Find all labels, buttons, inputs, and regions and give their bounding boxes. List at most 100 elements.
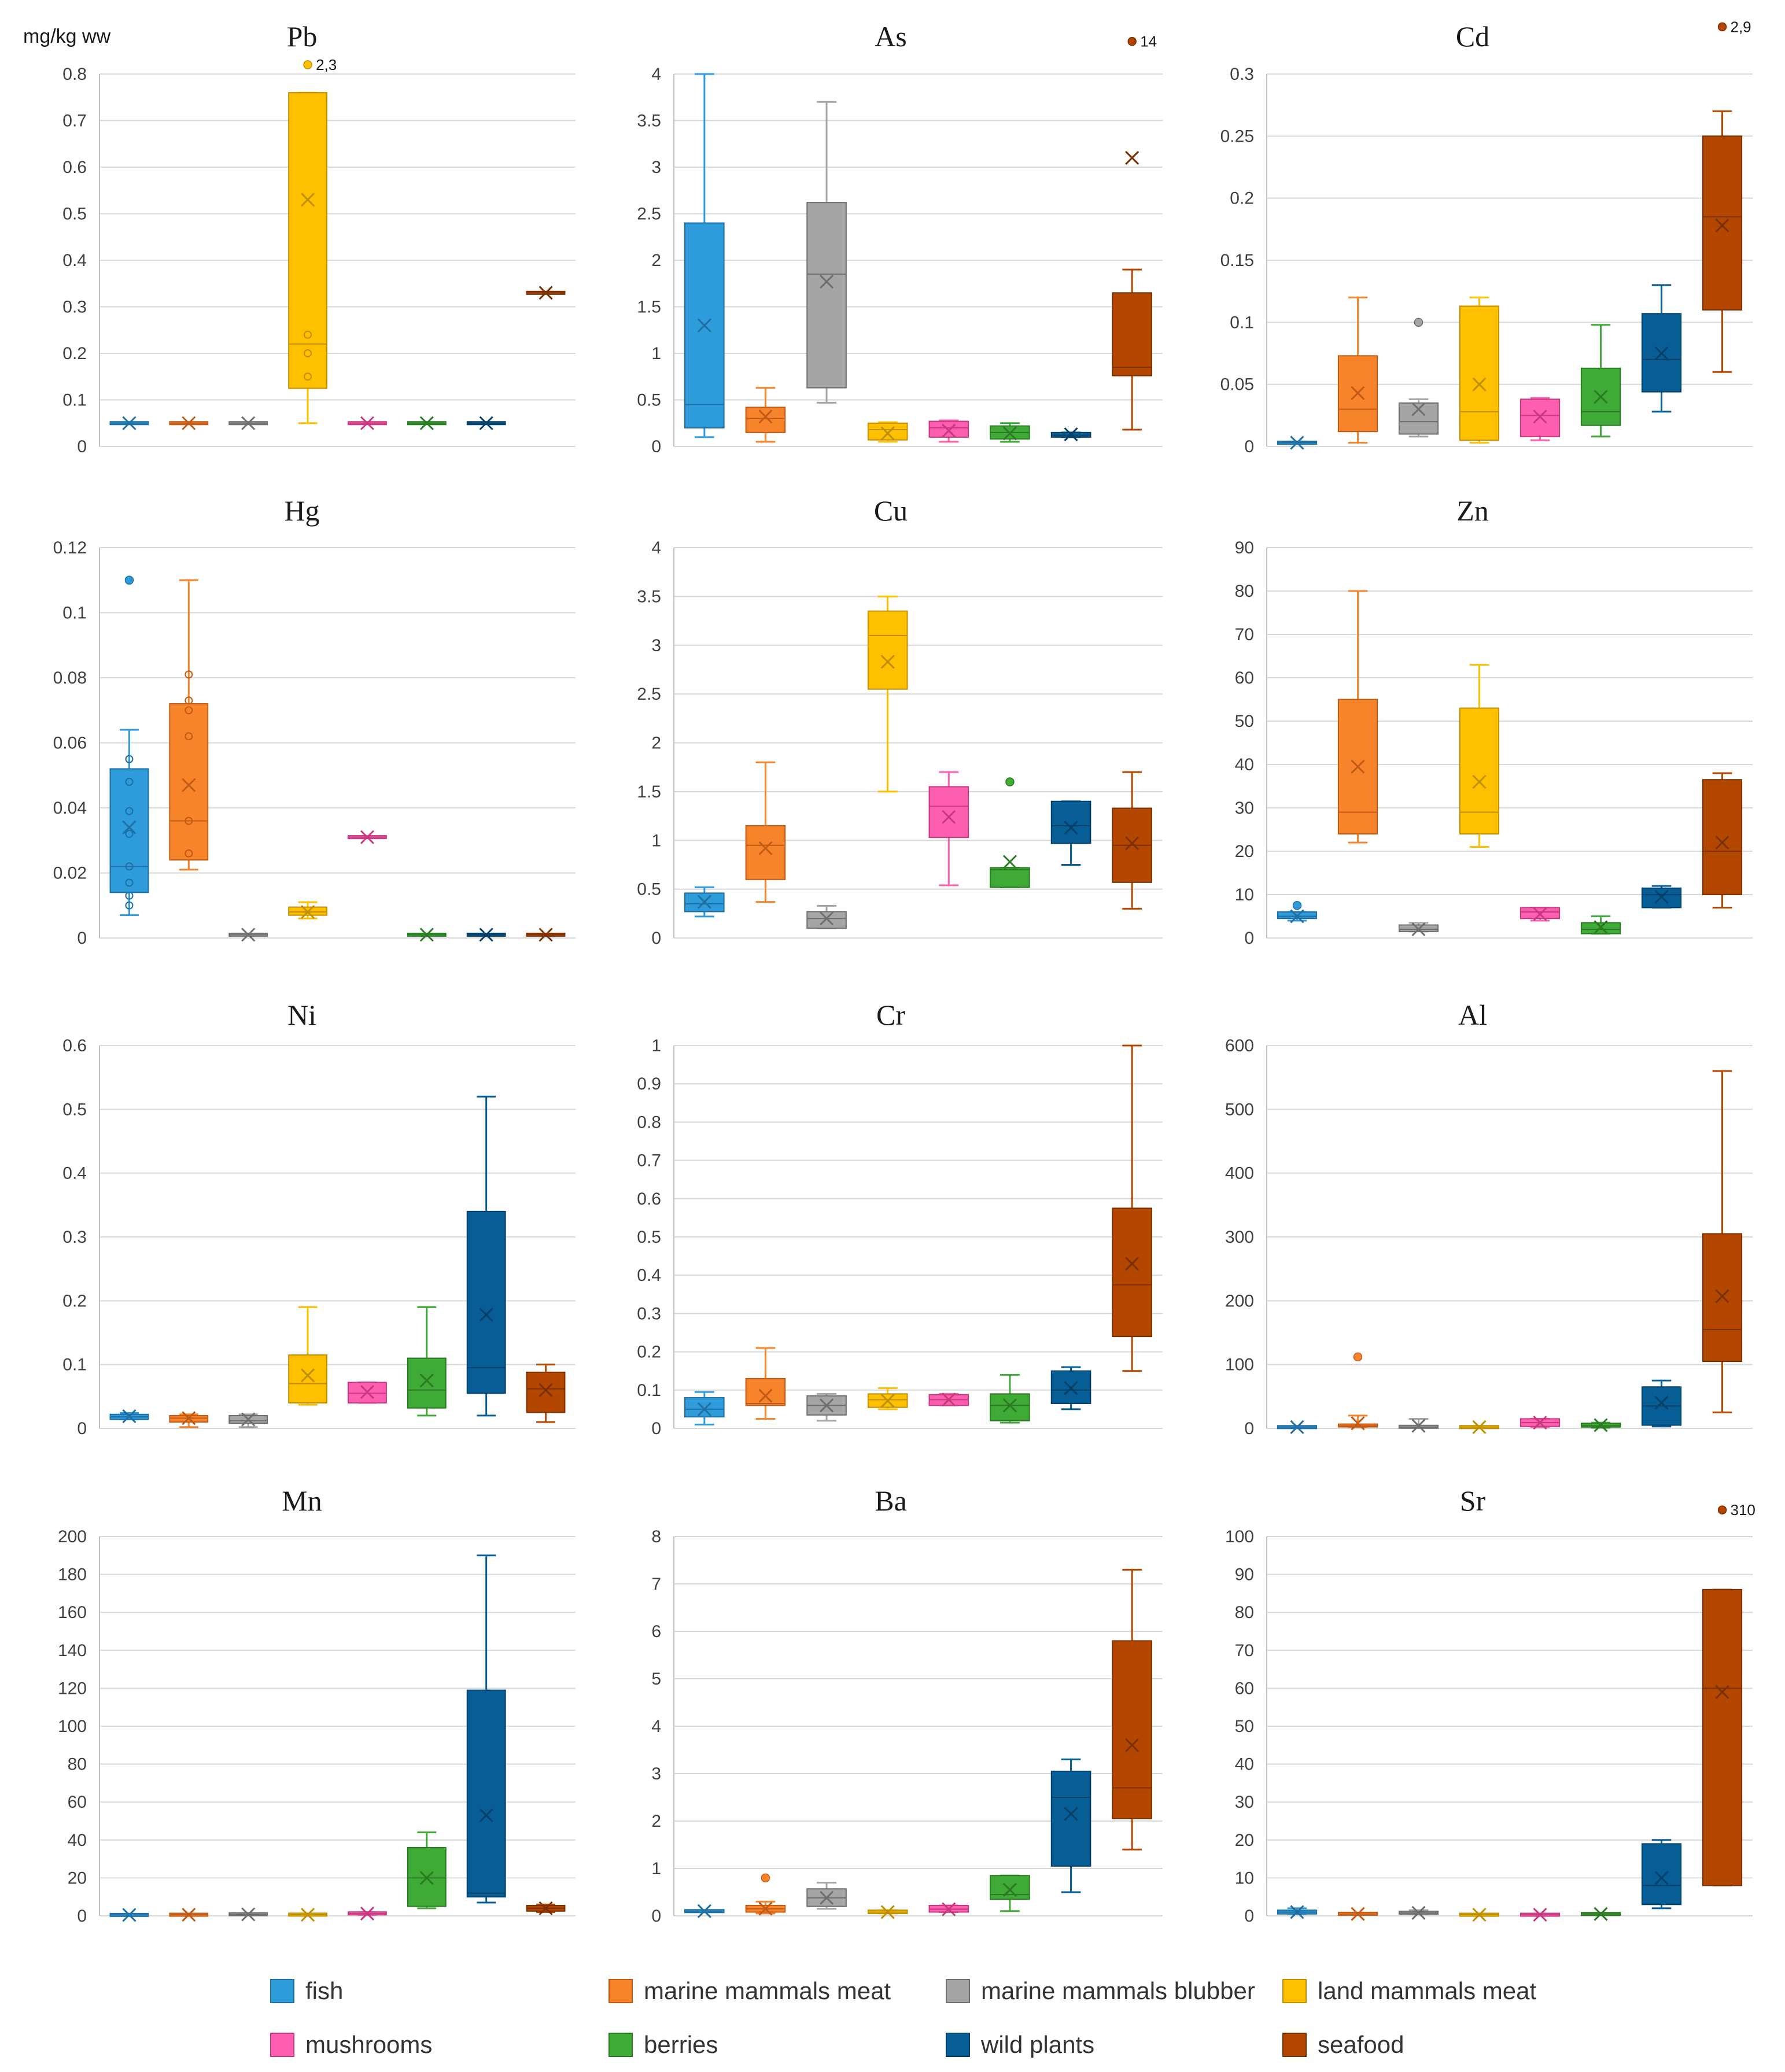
- y-tick-label: 0.12: [53, 538, 87, 557]
- y-tick-label: 80: [1235, 1603, 1254, 1622]
- y-tick-label: 0.08: [53, 668, 87, 688]
- mean-marker: [1351, 759, 1365, 774]
- mean-marker: [1290, 1905, 1304, 1919]
- chart-title: Mn: [282, 1484, 322, 1517]
- chart-as: As 0 0.5 1 1.5 2 2.5 3 3.5 4 14: [637, 20, 1163, 456]
- legend-label: seafood: [1318, 2031, 1404, 2058]
- chart-title: As: [875, 20, 907, 53]
- mean-marker: [539, 286, 553, 300]
- legend-label: mushrooms: [305, 2031, 432, 2058]
- data-point: [125, 862, 134, 871]
- chart-title: Ni: [287, 999, 316, 1031]
- data-point: [125, 778, 134, 786]
- box-mmb: [1398, 317, 1439, 438]
- outlier-point: [1353, 1352, 1363, 1362]
- data-point: [304, 330, 312, 339]
- mean-marker: [758, 409, 773, 424]
- legend-item-wild: wild plants: [946, 2031, 1094, 2058]
- chart-title: Zn: [1456, 494, 1489, 527]
- mean-marker: [182, 1907, 196, 1922]
- y-tick-label: 50: [1235, 1717, 1254, 1736]
- y-tick-label: 0: [77, 437, 87, 456]
- y-tick-label: 2: [651, 1812, 661, 1831]
- box-lmm: [288, 1907, 327, 1922]
- legend-item-berr: berries: [608, 2031, 718, 2058]
- data-point: [185, 817, 193, 825]
- y-tick-label: 160: [58, 1603, 87, 1622]
- mean-marker: [880, 655, 895, 669]
- outlier-point: [1717, 1505, 1727, 1515]
- unit-label: mg/kg ww: [23, 25, 111, 47]
- mean-marker: [241, 416, 256, 430]
- box-lmm: [288, 1306, 327, 1406]
- y-tick-label: 10: [1235, 1868, 1254, 1888]
- box-sea: 310: [1702, 1501, 1756, 1887]
- y-tick-label: 20: [68, 1868, 87, 1888]
- data-point: [125, 807, 134, 815]
- box-mush: [928, 419, 969, 443]
- y-tick-label: 0.1: [62, 391, 87, 410]
- y-tick-label: 6: [651, 1622, 661, 1641]
- mean-marker: [1002, 1882, 1017, 1897]
- box-berr: [407, 928, 447, 942]
- chart-cr: Cr 0 0.1 0.2 0.3 0.4 0.5 0.6 0.7 0.8 0.9 1: [637, 999, 1163, 1438]
- mean-marker: [942, 1393, 956, 1407]
- y-tick-label: 0.6: [637, 1190, 661, 1209]
- box-iqr: [928, 420, 969, 438]
- box-mmm: [169, 1907, 209, 1922]
- y-tick-label: 180: [58, 1565, 87, 1585]
- data-point: [125, 830, 134, 838]
- y-tick-label: 4: [651, 538, 661, 557]
- box-iqr: [1520, 398, 1561, 437]
- mean-marker: [539, 1901, 553, 1915]
- box-iqr: [990, 1393, 1030, 1421]
- mean-marker: [1411, 922, 1426, 937]
- box-fish: [1277, 1420, 1318, 1434]
- chart-cd: Cd 0 0.05 0.1 0.15 0.2 0.25 0.3 2,9: [1220, 18, 1753, 456]
- box-mmm: [1337, 1352, 1378, 1431]
- box-iqr: [1459, 305, 1500, 441]
- y-tick-label: 1.5: [637, 782, 661, 802]
- legend-item-mmm: marine mammals meat: [608, 1977, 891, 2004]
- box-mmb: [228, 416, 268, 430]
- box-mmb: [1398, 1905, 1439, 1920]
- chart-title: Cu: [874, 494, 908, 527]
- box-sea: [1112, 771, 1152, 910]
- box-iqr: [1050, 800, 1091, 844]
- y-tick-label: 0: [1244, 1419, 1254, 1438]
- box-fish: [1277, 435, 1318, 450]
- y-tick-label: 0.05: [1220, 375, 1254, 394]
- box-wild: [1050, 427, 1091, 442]
- box-berr: [1580, 1418, 1621, 1432]
- mean-marker: [301, 1907, 315, 1922]
- y-tick-label: 0.2: [62, 344, 87, 363]
- box-lmm: [867, 1905, 908, 1919]
- box-berr: [407, 416, 447, 430]
- mean-marker: [1715, 1685, 1729, 1700]
- box-berr: [990, 422, 1030, 443]
- data-point: [125, 901, 134, 910]
- mean-marker: [419, 416, 434, 430]
- box-fish: [1277, 1905, 1318, 1919]
- box-lmm: [1459, 1907, 1500, 1922]
- box-berr: [1580, 324, 1621, 438]
- mean-marker: [942, 1902, 956, 1916]
- mean-marker: [301, 904, 315, 919]
- box-mmb: [806, 904, 847, 929]
- box-berr: [1580, 1907, 1621, 1921]
- box-iqr: [806, 911, 847, 929]
- y-tick-label: 0.3: [62, 1228, 87, 1247]
- mean-marker: [1654, 889, 1669, 904]
- box-sea: 14: [1112, 33, 1157, 431]
- y-tick-label: 70: [1235, 625, 1254, 644]
- y-tick-label: 0: [77, 929, 87, 948]
- box-berr: [990, 1373, 1030, 1424]
- box-iqr: [407, 1357, 447, 1409]
- box-iqr: [745, 1377, 786, 1406]
- box-iqr: [867, 422, 908, 441]
- box-mmb: [806, 1393, 847, 1422]
- data-point: [125, 891, 134, 900]
- box-berr: [990, 1874, 1030, 1912]
- box-iqr: [1398, 402, 1439, 435]
